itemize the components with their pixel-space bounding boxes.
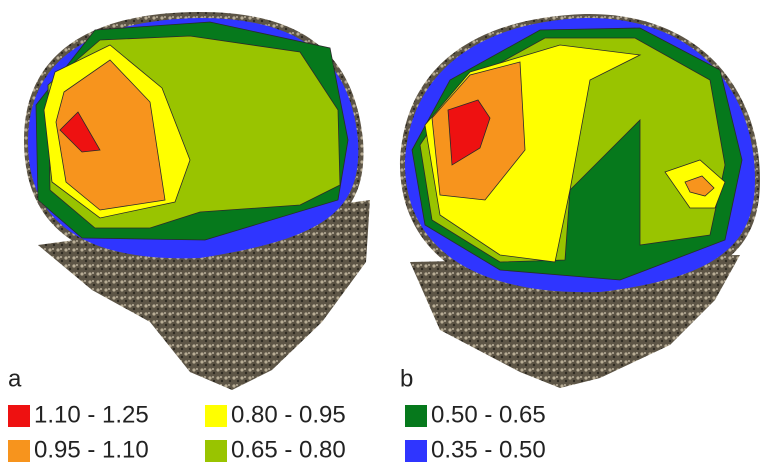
panel-label: a [8, 365, 22, 392]
legend: 1.10 - 1.25 0.80 - 0.95 0.50 - 0.65 0.95 - … [8, 401, 546, 463]
legend-label: 0.80 - 0.95 [231, 401, 346, 428]
figure: a b 1.10 - 1.25 0.80 - 0.95 0.50 - 0.65 0.9… [0, 0, 768, 466]
legend-swatch [405, 440, 427, 462]
panel-a-image [24, 12, 370, 390]
legend-swatch [405, 405, 427, 427]
panel-b-image [400, 14, 760, 388]
legend-label: 0.95 - 1.10 [34, 436, 149, 463]
legend-swatch [205, 405, 227, 427]
legend-swatch [205, 440, 227, 462]
legend-label: 0.65 - 0.80 [231, 436, 346, 463]
legend-swatch [8, 440, 30, 462]
legend-label: 0.50 - 0.65 [431, 401, 546, 428]
legend-swatch [8, 405, 30, 427]
panel-label: b [400, 365, 413, 392]
legend-label: 1.10 - 1.25 [34, 401, 149, 428]
legend-label: 0.35 - 0.50 [431, 436, 546, 463]
